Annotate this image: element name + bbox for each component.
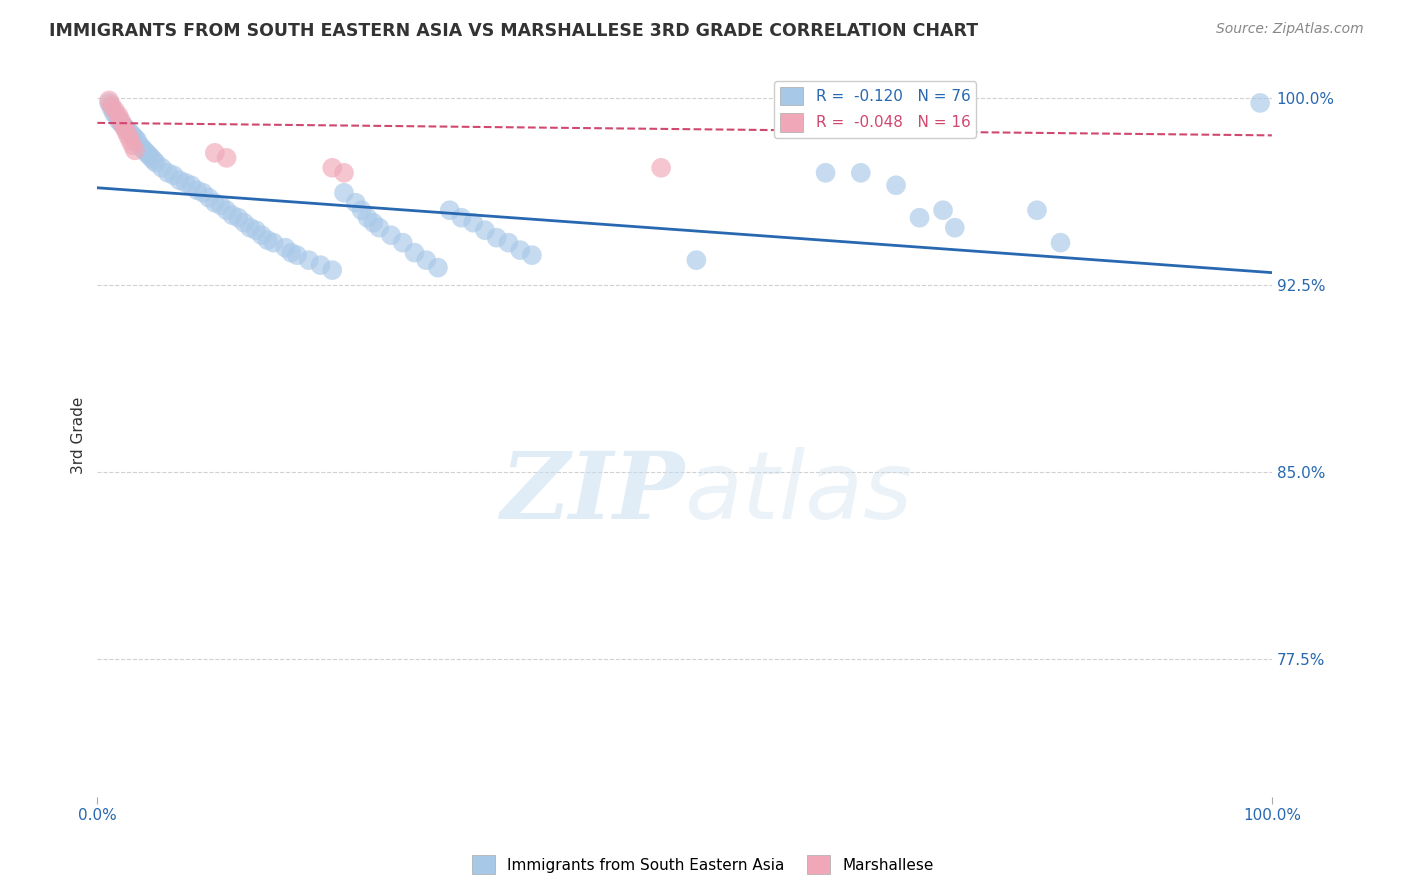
Point xyxy=(1049,235,1071,250)
Point xyxy=(209,198,232,212)
Point xyxy=(156,166,179,180)
Point xyxy=(128,138,150,153)
Point xyxy=(509,243,531,257)
Point xyxy=(333,186,356,200)
Text: ZIP: ZIP xyxy=(501,448,685,538)
Point xyxy=(121,128,143,143)
Point xyxy=(321,161,343,175)
Point xyxy=(256,233,278,247)
Point xyxy=(250,228,273,243)
Point xyxy=(120,126,142,140)
Point xyxy=(98,94,121,108)
Point xyxy=(198,191,221,205)
Legend: R =  -0.120   N = 76, R =  -0.048   N = 16: R = -0.120 N = 76, R = -0.048 N = 16 xyxy=(775,80,977,137)
Point xyxy=(274,241,297,255)
Point xyxy=(215,151,238,165)
Point xyxy=(415,253,437,268)
Point xyxy=(135,145,157,160)
Text: Source: ZipAtlas.com: Source: ZipAtlas.com xyxy=(1216,22,1364,37)
Point xyxy=(849,166,872,180)
Point xyxy=(98,95,121,110)
Point xyxy=(463,216,485,230)
Point xyxy=(104,103,127,118)
Point xyxy=(145,156,167,170)
Point xyxy=(204,195,226,210)
Point xyxy=(204,145,226,160)
Point xyxy=(131,141,153,155)
Point xyxy=(100,101,122,115)
Point xyxy=(103,106,125,120)
Point xyxy=(356,211,378,225)
Point xyxy=(333,166,356,180)
Point xyxy=(112,119,135,133)
Point xyxy=(321,263,343,277)
Legend: Immigrants from South Eastern Asia, Marshallese: Immigrants from South Eastern Asia, Mars… xyxy=(465,849,941,880)
Point xyxy=(298,253,321,268)
Point xyxy=(1249,95,1271,110)
Point xyxy=(263,235,285,250)
Point xyxy=(107,113,129,128)
Point xyxy=(884,178,907,193)
Point xyxy=(685,253,707,268)
Point xyxy=(226,211,249,225)
Point xyxy=(908,211,931,225)
Y-axis label: 3rd Grade: 3rd Grade xyxy=(72,396,86,474)
Point xyxy=(174,176,197,190)
Point xyxy=(100,98,122,112)
Point xyxy=(169,173,191,187)
Point xyxy=(186,183,208,197)
Point xyxy=(121,138,143,153)
Point xyxy=(943,220,966,235)
Point xyxy=(450,211,472,225)
Point xyxy=(1026,203,1049,218)
Point xyxy=(110,113,132,128)
Point xyxy=(520,248,543,262)
Point xyxy=(114,123,136,137)
Point xyxy=(127,133,149,147)
Point xyxy=(124,131,146,145)
Point xyxy=(280,245,302,260)
Point xyxy=(245,223,267,237)
Point xyxy=(114,120,136,135)
Point xyxy=(221,208,243,222)
Point xyxy=(142,153,165,168)
Point xyxy=(117,123,139,137)
Point xyxy=(107,108,129,122)
Point xyxy=(134,144,156,158)
Point xyxy=(474,223,496,237)
Point xyxy=(138,148,160,162)
Point xyxy=(124,144,146,158)
Point xyxy=(404,245,426,260)
Point xyxy=(112,119,135,133)
Point xyxy=(120,133,142,147)
Point xyxy=(485,230,508,244)
Point xyxy=(141,151,163,165)
Point xyxy=(427,260,450,275)
Point xyxy=(363,216,385,230)
Point xyxy=(650,161,672,175)
Point xyxy=(239,220,262,235)
Point xyxy=(150,161,173,175)
Point xyxy=(233,216,256,230)
Point xyxy=(498,235,520,250)
Point xyxy=(117,128,139,143)
Point xyxy=(180,178,202,193)
Point xyxy=(191,186,214,200)
Point xyxy=(309,258,332,272)
Point xyxy=(215,203,238,218)
Text: atlas: atlas xyxy=(685,447,912,538)
Point xyxy=(380,228,402,243)
Point xyxy=(814,166,837,180)
Point xyxy=(391,235,413,250)
Point xyxy=(344,195,367,210)
Point xyxy=(163,169,186,183)
Point xyxy=(110,116,132,130)
Text: IMMIGRANTS FROM SOUTH EASTERN ASIA VS MARSHALLESE 3RD GRADE CORRELATION CHART: IMMIGRANTS FROM SOUTH EASTERN ASIA VS MA… xyxy=(49,22,979,40)
Point xyxy=(350,203,373,218)
Point xyxy=(105,108,128,122)
Point xyxy=(368,220,391,235)
Point xyxy=(285,248,308,262)
Point xyxy=(439,203,461,218)
Point xyxy=(932,203,955,218)
